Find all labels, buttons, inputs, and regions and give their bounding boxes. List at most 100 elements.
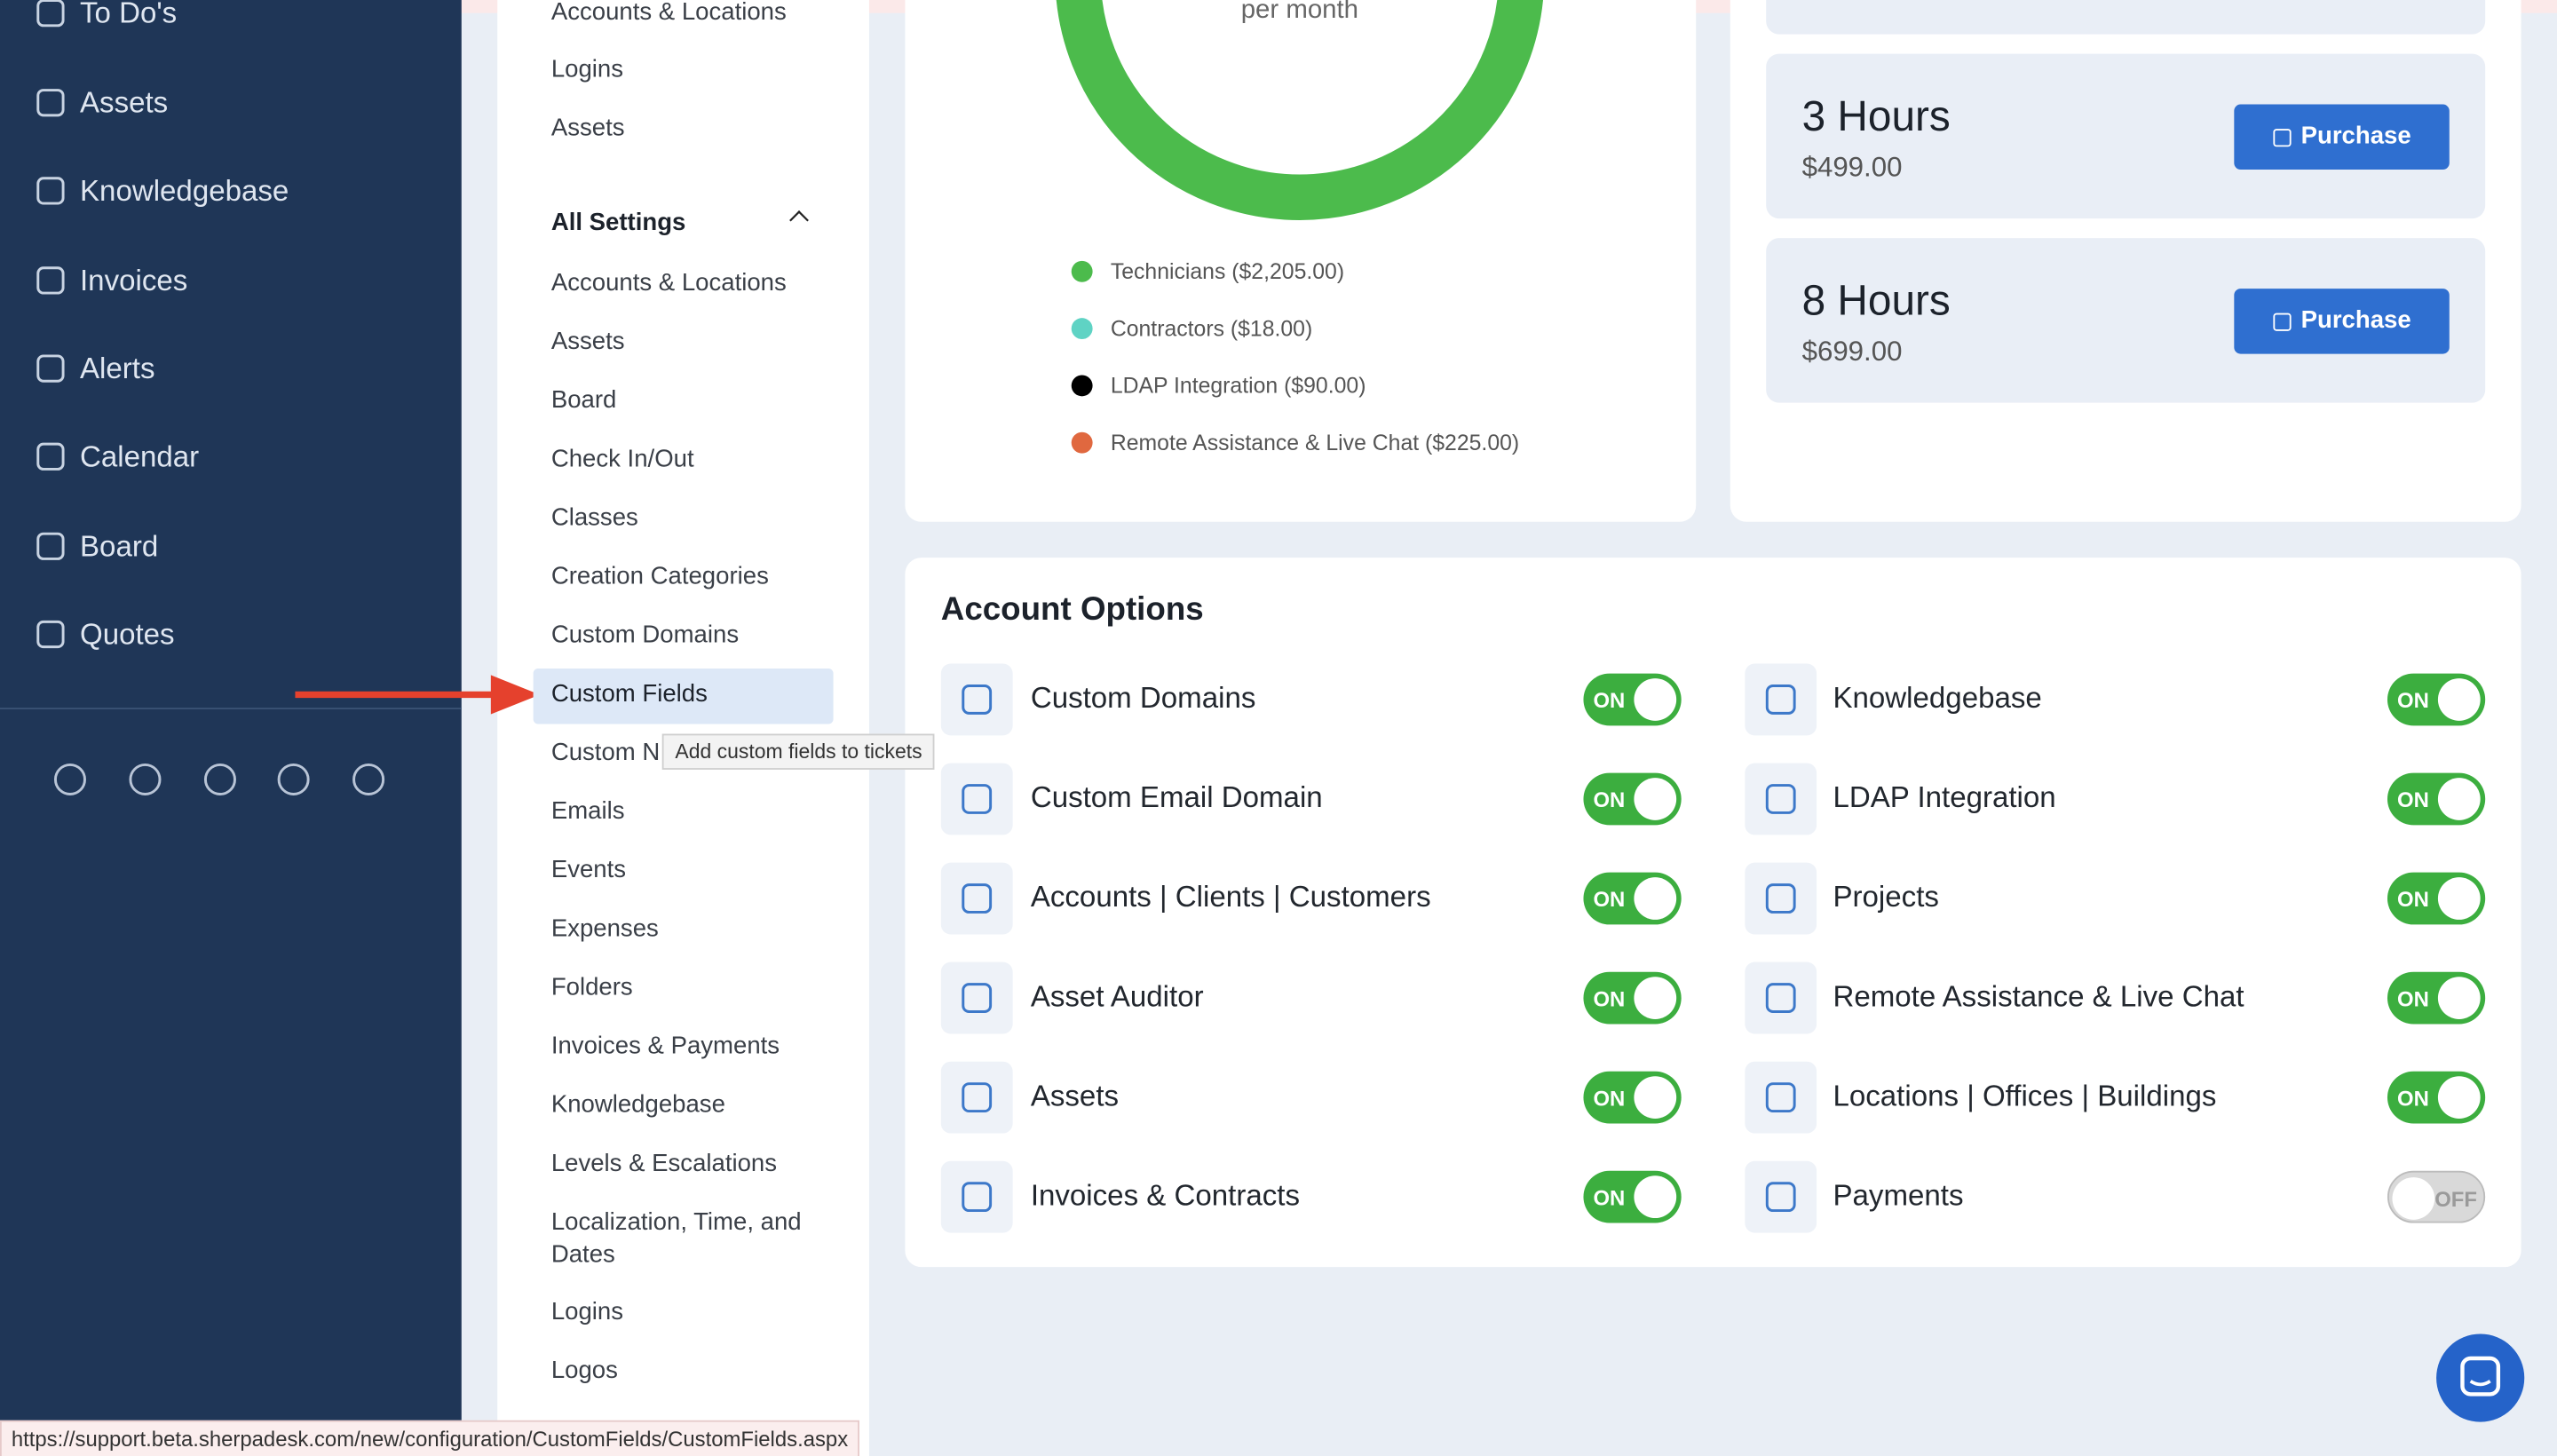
toggle[interactable]: ON [1583, 673, 1682, 726]
toggle-state[interactable]: ON [1593, 1185, 1626, 1210]
toggle[interactable]: ON [2387, 971, 2486, 1025]
hours-price: $699.00 [1801, 336, 1903, 368]
nav-item[interactable]: Quotes [79, 618, 175, 651]
toggle-knob [2392, 1177, 2435, 1220]
option-icon-box [1745, 862, 1817, 935]
hours-title: 8 Hours [1801, 275, 1951, 325]
menu-item[interactable]: Expenses [550, 914, 659, 943]
menu-item[interactable]: Logins [550, 1298, 624, 1326]
menu-item[interactable]: Localization, Time, and Dates [550, 1208, 802, 1269]
toggle-state[interactable]: ON [2396, 1086, 2429, 1111]
menu-item[interactable]: Assets [550, 114, 625, 142]
icon [1765, 1082, 1796, 1113]
nav-tool-icon[interactable] [349, 760, 388, 799]
donut-center-text: per month [1240, 0, 1359, 25]
purchase-label[interactable]: Purchase [2300, 122, 2411, 150]
hours-item [1766, 0, 2486, 35]
chat-button[interactable] [2436, 1333, 2525, 1422]
menu-item[interactable]: Custom Fields [550, 679, 708, 708]
legend-dot [1071, 260, 1093, 282]
option-icon-box [940, 663, 1013, 736]
toggle-state[interactable]: OFF [2434, 1187, 2477, 1212]
account-options-card [905, 558, 2521, 1268]
menu-item[interactable]: Invoices & Payments [550, 1032, 780, 1060]
nav-tool-icon[interactable] [125, 760, 164, 799]
purchase-icon [2273, 129, 2292, 147]
icon [962, 684, 993, 715]
toggle[interactable]: ON [2387, 772, 2486, 826]
menu-item[interactable]: Custom N [550, 739, 661, 767]
icon [36, 620, 65, 649]
menu-item[interactable]: Accounts & Locations [550, 269, 787, 297]
toggle-state[interactable]: ON [1593, 787, 1626, 812]
toggle-state[interactable]: ON [1593, 1086, 1626, 1111]
icon [962, 784, 993, 814]
legend-label: Contractors ($18.00) [1110, 316, 1313, 341]
toggle-knob [2437, 877, 2481, 920]
nav-item[interactable]: Board [79, 529, 159, 563]
toggle[interactable]: ON [1583, 1071, 1682, 1124]
toggle-state[interactable]: ON [1593, 688, 1626, 713]
nav-item[interactable]: To Do's [79, 0, 178, 30]
menu-item[interactable]: Accounts & Locations [550, 0, 787, 27]
toggle[interactable]: OFF [2387, 1170, 2486, 1223]
nav-item[interactable]: Invoices [79, 264, 188, 297]
menu-item[interactable]: Emails [550, 797, 625, 826]
purchase-button[interactable]: Purchase [2234, 104, 2450, 170]
purchase-button[interactable]: Purchase [2234, 289, 2450, 354]
option-label: Knowledgebase [1833, 681, 2042, 715]
toggle[interactable]: ON [1583, 772, 1682, 826]
toggle[interactable]: ON [2387, 1071, 2486, 1124]
option-label: Custom Domains [1030, 681, 1256, 715]
icon [36, 442, 65, 471]
toggle[interactable]: ON [2387, 872, 2486, 925]
donut-ring [1056, 0, 1543, 220]
billing-card [905, 0, 1697, 522]
toggle-state[interactable]: ON [2396, 887, 2429, 912]
option-label: Asset Auditor [1030, 979, 1204, 1013]
menu-item[interactable]: Levels & Escalations [550, 1149, 778, 1178]
toggle[interactable]: ON [1583, 1170, 1682, 1223]
nav-item[interactable]: Calendar [79, 439, 200, 473]
menu-item[interactable]: Logins [550, 55, 624, 83]
toggle-state[interactable]: ON [2396, 986, 2429, 1011]
toggle[interactable]: ON [1583, 872, 1682, 925]
menu-item[interactable]: Folders [550, 973, 633, 1001]
icon [1765, 1182, 1796, 1213]
toggle[interactable]: ON [1583, 971, 1682, 1025]
donut [1056, 0, 1543, 220]
menu-item[interactable]: Classes [550, 503, 638, 532]
purchase-label[interactable]: Purchase [2300, 306, 2411, 335]
menu-item[interactable]: Check In/Out [550, 445, 694, 473]
nav-sidebar [0, 0, 462, 1456]
menu-item[interactable]: Knowledgebase [550, 1090, 725, 1119]
menu-item[interactable]: Assets [550, 328, 625, 356]
toggle-state[interactable]: ON [1593, 986, 1626, 1011]
toggle-state[interactable]: ON [2396, 688, 2429, 713]
toggle-state[interactable]: ON [1593, 887, 1626, 912]
menu-item[interactable]: Logos [550, 1357, 618, 1385]
icon [36, 177, 65, 205]
nav-item[interactable]: Knowledgebase [79, 174, 289, 208]
icon [36, 0, 65, 28]
nav-tool-icon[interactable] [201, 760, 240, 799]
menu-item[interactable]: Board [550, 386, 617, 415]
nav-tool-icon[interactable] [274, 760, 313, 799]
nav-item[interactable]: Alerts [79, 352, 155, 385]
menu-item[interactable]: Creation Categories [550, 562, 769, 590]
nav-item[interactable]: Assets [79, 86, 169, 120]
menu-section-title[interactable]: All Settings [550, 209, 686, 237]
option-icon-box [1745, 663, 1817, 736]
toggle-state[interactable]: ON [2396, 787, 2429, 812]
icon [1765, 784, 1796, 814]
hours-title: 3 Hours [1801, 91, 1951, 140]
option-icon-box [1745, 1061, 1817, 1134]
toggle[interactable]: ON [2387, 673, 2486, 726]
nav-tool-icon[interactable] [51, 760, 90, 799]
option-label: Custom Email Domain [1030, 780, 1323, 814]
menu-item[interactable]: Events [550, 856, 627, 884]
icon [962, 983, 993, 1013]
option-label: Accounts | Clients | Customers [1030, 880, 1431, 914]
menu-item[interactable]: Custom Domains [550, 621, 740, 650]
menu-selected [533, 669, 834, 724]
